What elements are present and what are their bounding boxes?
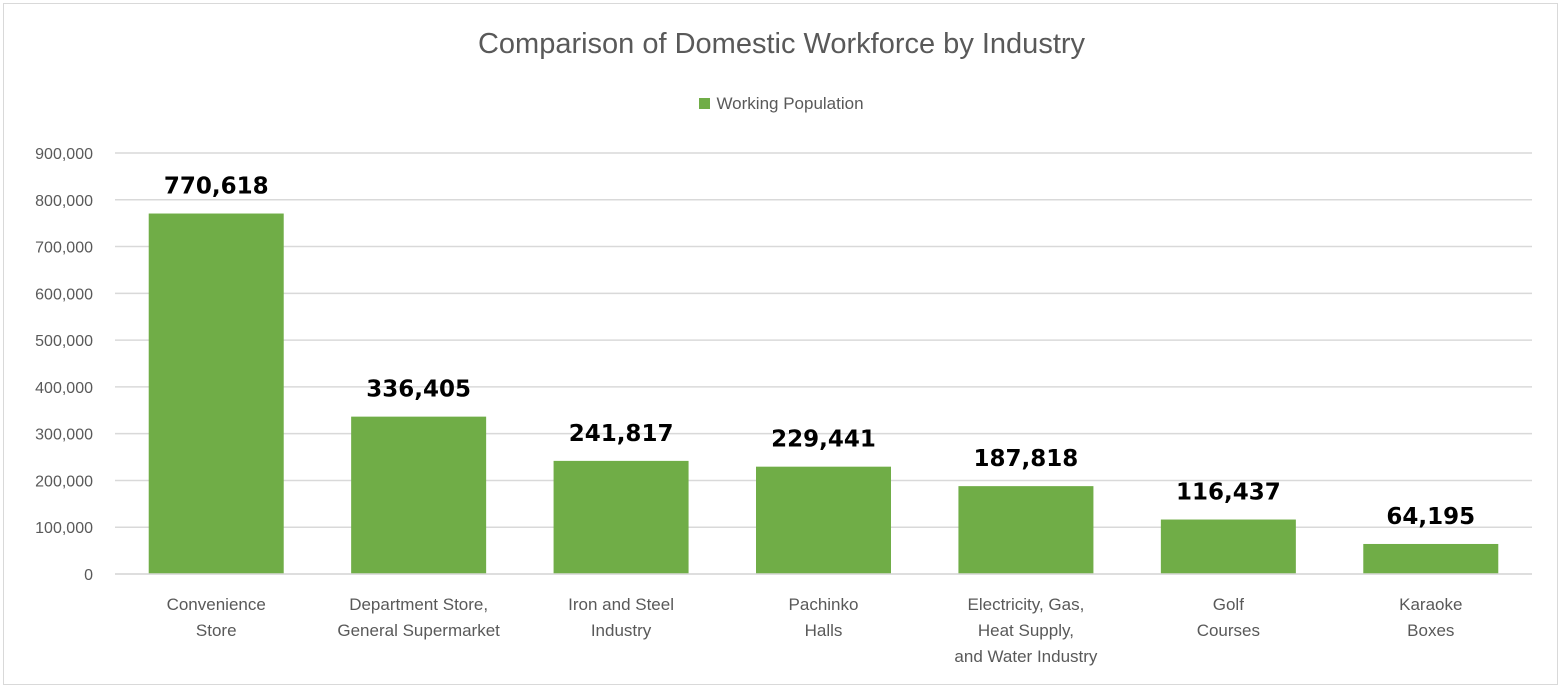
chart-title: Comparison of Domestic Workforce by Indu… xyxy=(477,28,1086,60)
data-label: 770,618 xyxy=(164,174,269,200)
x-tick-label: Convenience xyxy=(167,595,266,614)
x-tick-label: Golf xyxy=(1213,595,1244,614)
data-label: 241,817 xyxy=(569,421,674,447)
chart-legend: Working Population xyxy=(0,94,1563,114)
y-tick-label: 0 xyxy=(84,567,93,584)
bar xyxy=(1363,543,1499,574)
x-tick-label: Iron and Steel xyxy=(568,595,674,614)
y-tick-label: 100,000 xyxy=(35,520,93,537)
x-tick-label: Boxes xyxy=(1407,621,1454,640)
x-tick-label: Store xyxy=(196,621,237,640)
x-tick-label: Industry xyxy=(591,621,652,640)
x-tick-label: Heat Supply, xyxy=(978,621,1074,640)
bar xyxy=(1160,519,1296,574)
x-tick-label: Electricity, Gas, xyxy=(968,595,1085,614)
y-tick-label: 400,000 xyxy=(35,380,93,397)
y-tick-label: 300,000 xyxy=(35,427,93,444)
data-label: 187,818 xyxy=(974,446,1079,472)
y-tick-label: 700,000 xyxy=(35,240,93,257)
data-label: 64,195 xyxy=(1386,504,1475,530)
x-tick-label: General Supermarket xyxy=(337,621,500,640)
legend-entry-working-population: Working Population xyxy=(716,94,864,113)
data-label: 336,405 xyxy=(366,377,471,403)
x-tick-label: and Water Industry xyxy=(954,647,1097,666)
y-tick-label: 900,000 xyxy=(35,146,93,163)
bar xyxy=(148,213,284,574)
data-label: 116,437 xyxy=(1176,480,1281,506)
legend-swatch xyxy=(699,98,711,109)
bar xyxy=(756,466,891,574)
x-tick-label: Pachinko xyxy=(789,595,859,614)
x-tick-label: Karaoke xyxy=(1399,595,1462,614)
y-tick-label: 600,000 xyxy=(35,286,93,303)
x-tick-label: Department Store, xyxy=(349,595,488,614)
y-tick-label: 500,000 xyxy=(35,333,93,350)
bar xyxy=(351,416,487,574)
bar xyxy=(958,486,1094,574)
bar xyxy=(553,460,689,574)
y-tick-label: 200,000 xyxy=(35,473,93,490)
x-tick-label: Halls xyxy=(805,621,843,640)
data-label: 229,441 xyxy=(771,427,876,453)
x-tick-label: Courses xyxy=(1197,621,1260,640)
y-tick-label: 800,000 xyxy=(35,193,93,210)
